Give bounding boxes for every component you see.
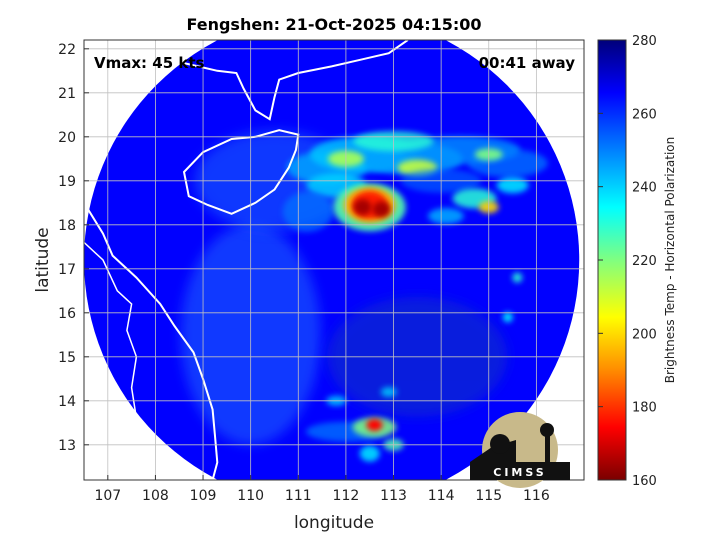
y-tick-label: 14 — [58, 394, 76, 410]
inland-border-outline — [84, 241, 142, 480]
y-tick-label: 16 — [58, 306, 76, 322]
x-tick-label: 108 — [142, 488, 169, 504]
y-tick-label: 22 — [58, 42, 76, 58]
x-tick-label: 116 — [523, 488, 550, 504]
vietnam-coast-outline — [84, 92, 219, 480]
x-tick-label: 114 — [428, 488, 455, 504]
chart-title: Fengshen: 21-Oct-2025 04:15:00 — [186, 15, 481, 34]
x-tick-label: 111 — [285, 488, 312, 504]
y-tick-label: 17 — [58, 262, 76, 278]
mainland-coast-outline — [97, 40, 409, 121]
convection-cell — [496, 177, 529, 194]
x-tick-label: 110 — [237, 488, 264, 504]
convection-cell — [427, 208, 464, 224]
colorbar-label: Brightness Temp - Horizontal Polarizatio… — [663, 137, 677, 384]
y-tick-label: 20 — [58, 130, 76, 146]
northern-rainband — [282, 131, 548, 232]
colorbar-tick-label: 260 — [632, 107, 657, 122]
y-tick-label: 15 — [58, 350, 76, 366]
colorbar-tick-label: 160 — [632, 474, 657, 489]
convection-cell — [512, 272, 523, 283]
x-axis-ticks: 107 108 109 110 111 112 113 114 115 116 — [94, 475, 550, 504]
x-tick-label: 112 — [333, 488, 360, 504]
logo-text: CIMSS — [493, 466, 546, 479]
convection-cell — [502, 312, 513, 323]
deep-convection-core — [333, 183, 406, 232]
y-tick-label: 19 — [58, 174, 76, 190]
convection-cell — [353, 199, 372, 216]
colorbar-ticks: 160 180 200 220 240 260 280 — [598, 34, 657, 489]
colorbar-tick-label: 220 — [632, 254, 657, 269]
colorbar-tick-label: 280 — [632, 34, 657, 49]
logo-dish — [490, 434, 510, 454]
y-tick-label: 13 — [58, 438, 76, 454]
convection-cell — [359, 445, 380, 462]
plot-frame — [83, 39, 585, 481]
x-tick-label: 109 — [190, 488, 217, 504]
convection-cell — [372, 201, 391, 218]
logo-tower-top — [540, 423, 554, 437]
grid-lines — [84, 40, 584, 480]
x-tick-label: 115 — [475, 488, 502, 504]
logo-bar — [470, 462, 570, 480]
colorbar-tick-label: 180 — [632, 401, 657, 416]
cimss-logo: CIMSS — [470, 412, 570, 488]
vmax-annotation: Vmax: 45 kts — [94, 54, 204, 72]
logo-tower — [545, 435, 550, 463]
convection-cell — [366, 419, 383, 431]
convection-cell — [282, 191, 333, 232]
convection-cell — [380, 387, 397, 397]
y-tick-label: 21 — [58, 86, 76, 102]
x-axis-label: longitude — [294, 513, 374, 533]
x-tick-label: 113 — [380, 488, 407, 504]
y-axis-ticks: 13 14 15 16 17 18 19 20 21 22 — [58, 42, 89, 454]
y-axis-label: latitude — [33, 227, 53, 292]
colorbar-tick-label: 200 — [632, 327, 657, 342]
colorbar-tick-label: 240 — [632, 181, 657, 196]
y-tick-label: 18 — [58, 218, 76, 234]
timing-annotation: 00:41 away — [479, 54, 576, 72]
x-tick-label: 107 — [94, 488, 121, 504]
